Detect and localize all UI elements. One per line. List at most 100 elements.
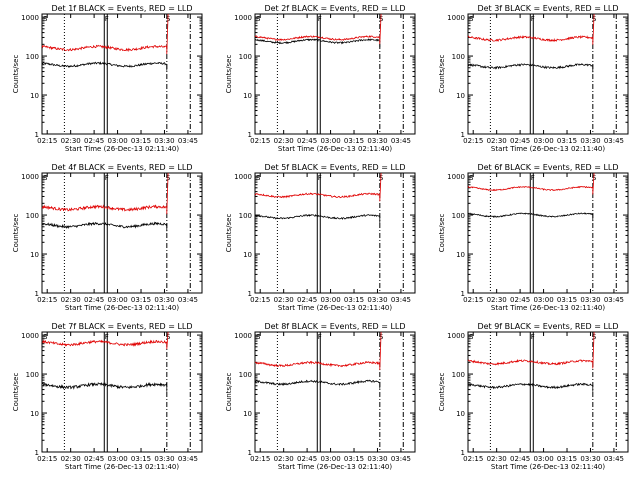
x-tick-label: 03:00 bbox=[320, 137, 340, 145]
x-tick-label: 03:45 bbox=[178, 137, 198, 145]
chart-title: Det 2f BLACK = Events, RED = LLD bbox=[264, 4, 405, 13]
chart-panel: Det 3f BLACK = Events, RED = LLD 1 10 100 10… bbox=[438, 4, 629, 153]
x-tick-label: 03:45 bbox=[178, 455, 198, 463]
x-tick-label: 03:15 bbox=[557, 455, 577, 463]
x-tick-label: 03:30 bbox=[154, 455, 174, 463]
plot-frame bbox=[467, 13, 629, 135]
y-tick-label: 10 bbox=[456, 251, 465, 259]
y-tick-label: 100 bbox=[239, 53, 252, 61]
x-tick-label: 03:30 bbox=[580, 296, 600, 304]
x-tick-label: 02:45 bbox=[84, 137, 104, 145]
x-tick-label: 02:15 bbox=[463, 137, 483, 145]
x-tick-label: 03:30 bbox=[580, 455, 600, 463]
chart-title: Det 9f BLACK = Events, RED = LLD bbox=[477, 322, 618, 331]
marker-S-label: S bbox=[469, 15, 474, 23]
series-lld bbox=[254, 331, 382, 371]
y-tick-label: 100 bbox=[26, 53, 39, 61]
marker-S-label: S bbox=[592, 15, 597, 23]
series-lld bbox=[41, 172, 169, 215]
y-tick-label: 1 bbox=[461, 290, 465, 298]
y-tick-label: 1 bbox=[248, 290, 252, 298]
y-axis-label: Counts/sec bbox=[225, 373, 233, 412]
x-axis-label: Start Time (26-Dec-13 02:11:40) bbox=[491, 145, 605, 153]
series-events bbox=[41, 61, 168, 71]
x-axis-label: Start Time (26-Dec-13 02:11:40) bbox=[278, 145, 392, 153]
y-tick-label: 1000 bbox=[447, 173, 465, 181]
y-tick-label: 10 bbox=[30, 410, 39, 418]
chart-panel: Det 5f BLACK = Events, RED = LLD 1 10 100 10… bbox=[225, 163, 416, 312]
chart-panel: Det 7f BLACK = Events, RED = LLD 1 10 100 10… bbox=[12, 322, 203, 471]
x-tick-label: 03:30 bbox=[580, 137, 600, 145]
x-tick-label: 03:15 bbox=[131, 296, 151, 304]
marker-F-label: F bbox=[531, 174, 535, 182]
x-tick-label: 02:30 bbox=[61, 296, 81, 304]
y-tick-label: 100 bbox=[239, 212, 252, 220]
x-tick-label: 02:45 bbox=[510, 137, 530, 145]
x-tick-label: 02:15 bbox=[250, 137, 270, 145]
y-tick-label: 1 bbox=[248, 131, 252, 139]
plot-frame bbox=[467, 172, 629, 294]
x-axis-label: Start Time (26-Dec-13 02:11:40) bbox=[65, 463, 179, 471]
y-tick-label: 1 bbox=[461, 449, 465, 457]
plot-frame bbox=[254, 13, 416, 135]
chart-panel: Det 9f BLACK = Events, RED = LLD 1 10 100 10… bbox=[438, 322, 629, 471]
chart-panel: Det 6f BLACK = Events, RED = LLD 1 10 100 10… bbox=[438, 163, 629, 312]
y-axis-label: Counts/sec bbox=[12, 214, 20, 253]
x-tick-label: 02:45 bbox=[297, 137, 317, 145]
plot-frame bbox=[467, 331, 629, 453]
x-axis-label: Start Time (26-Dec-13 02:11:40) bbox=[491, 463, 605, 471]
series-lld bbox=[467, 172, 595, 195]
x-tick-label: 02:30 bbox=[487, 455, 507, 463]
chart-panel: Det 1f BLACK = Events, RED = LLD 1 10 100 10… bbox=[12, 4, 203, 153]
x-tick-label: 03:15 bbox=[131, 455, 151, 463]
x-tick-label: 02:45 bbox=[297, 296, 317, 304]
chart-title: Det 3f BLACK = Events, RED = LLD bbox=[477, 4, 618, 13]
x-tick-label: 03:00 bbox=[107, 296, 127, 304]
x-tick-label: 03:45 bbox=[604, 296, 624, 304]
x-tick-label: 02:15 bbox=[463, 296, 483, 304]
y-tick-label: 10 bbox=[243, 410, 252, 418]
x-tick-label: 02:15 bbox=[463, 455, 483, 463]
chart-title: Det 7f BLACK = Events, RED = LLD bbox=[51, 322, 192, 331]
marker-S-label: S bbox=[256, 333, 261, 341]
y-tick-label: 10 bbox=[456, 410, 465, 418]
x-tick-label: 02:45 bbox=[84, 455, 104, 463]
marker-F-label: F bbox=[318, 174, 322, 182]
series-lld bbox=[467, 13, 595, 45]
series-events bbox=[467, 212, 594, 222]
y-tick-label: 100 bbox=[239, 371, 252, 379]
y-tick-label: 1 bbox=[461, 131, 465, 139]
plot-frame bbox=[254, 172, 416, 294]
marker-F-label: F bbox=[531, 333, 535, 341]
x-tick-label: 02:45 bbox=[84, 296, 104, 304]
x-tick-label: 03:00 bbox=[533, 296, 553, 304]
plot-frame bbox=[41, 13, 203, 135]
y-tick-label: 1000 bbox=[234, 14, 252, 22]
x-tick-label: 02:30 bbox=[274, 137, 294, 145]
chart-title: Det 5f BLACK = Events, RED = LLD bbox=[264, 163, 405, 172]
x-tick-label: 03:30 bbox=[367, 137, 387, 145]
marker-S-label: S bbox=[379, 174, 384, 182]
x-axis-label: Start Time (26-Dec-13 02:11:40) bbox=[491, 304, 605, 312]
x-tick-label: 02:30 bbox=[61, 137, 81, 145]
plot-frame bbox=[41, 172, 203, 294]
marker-F-label: F bbox=[531, 15, 535, 23]
plot-frame bbox=[41, 331, 203, 453]
chart-panel: Det 8f BLACK = Events, RED = LLD 1 10 100 10… bbox=[225, 322, 416, 471]
y-tick-label: 100 bbox=[452, 212, 465, 220]
y-tick-label: 1 bbox=[35, 290, 39, 298]
marker-S-label: S bbox=[379, 15, 384, 23]
x-tick-label: 03:00 bbox=[107, 137, 127, 145]
x-tick-label: 03:15 bbox=[344, 455, 364, 463]
y-axis-label: Counts/sec bbox=[438, 373, 446, 412]
y-tick-label: 1 bbox=[35, 131, 39, 139]
x-tick-label: 03:00 bbox=[533, 137, 553, 145]
series-lld bbox=[467, 331, 595, 369]
y-tick-label: 10 bbox=[243, 92, 252, 100]
chart-title: Det 6f BLACK = Events, RED = LLD bbox=[477, 163, 618, 172]
x-tick-label: 02:15 bbox=[250, 296, 270, 304]
y-tick-label: 100 bbox=[26, 212, 39, 220]
y-axis-label: Counts/sec bbox=[225, 55, 233, 94]
x-tick-label: 03:45 bbox=[604, 455, 624, 463]
x-tick-label: 03:45 bbox=[391, 137, 411, 145]
